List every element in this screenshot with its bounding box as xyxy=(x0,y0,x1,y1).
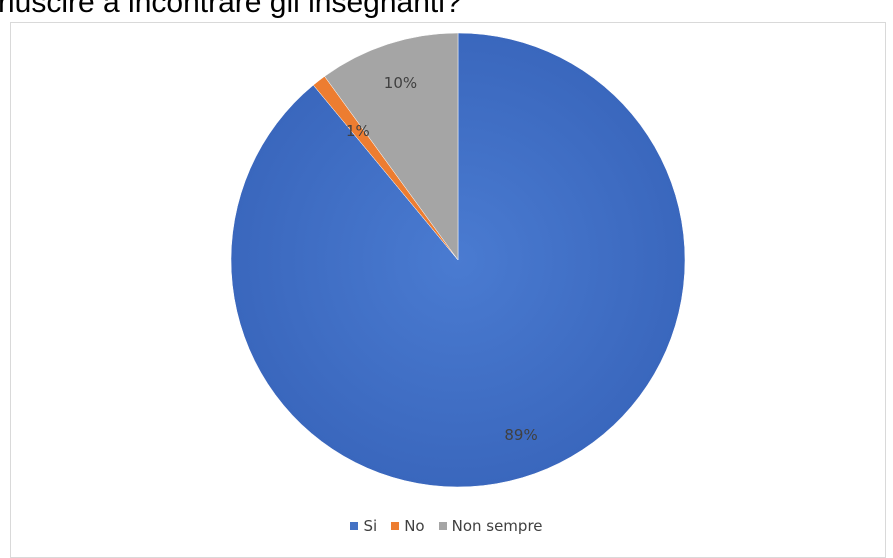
legend-swatch xyxy=(391,522,400,530)
legend-label: Si xyxy=(363,517,378,535)
legend-label: No xyxy=(404,517,425,535)
legend-swatch xyxy=(438,522,447,530)
pie-label-si: 89% xyxy=(504,426,537,444)
page-heading: riuscire a incontrare gli insegnanti? xyxy=(0,0,462,19)
legend-swatch xyxy=(350,522,359,530)
pie-label-no: 1% xyxy=(346,122,370,140)
legend-item-non-sempre: Non sempre xyxy=(438,517,543,535)
legend-label: Non sempre xyxy=(451,517,543,535)
pie-label-non-sempre: 10% xyxy=(384,74,417,92)
legend-item-si: Si xyxy=(350,517,377,535)
legend-item-no: No xyxy=(391,517,425,535)
pie-slice-non-sempre xyxy=(324,32,459,261)
chart-legend: Si No Non sempre xyxy=(0,517,893,535)
